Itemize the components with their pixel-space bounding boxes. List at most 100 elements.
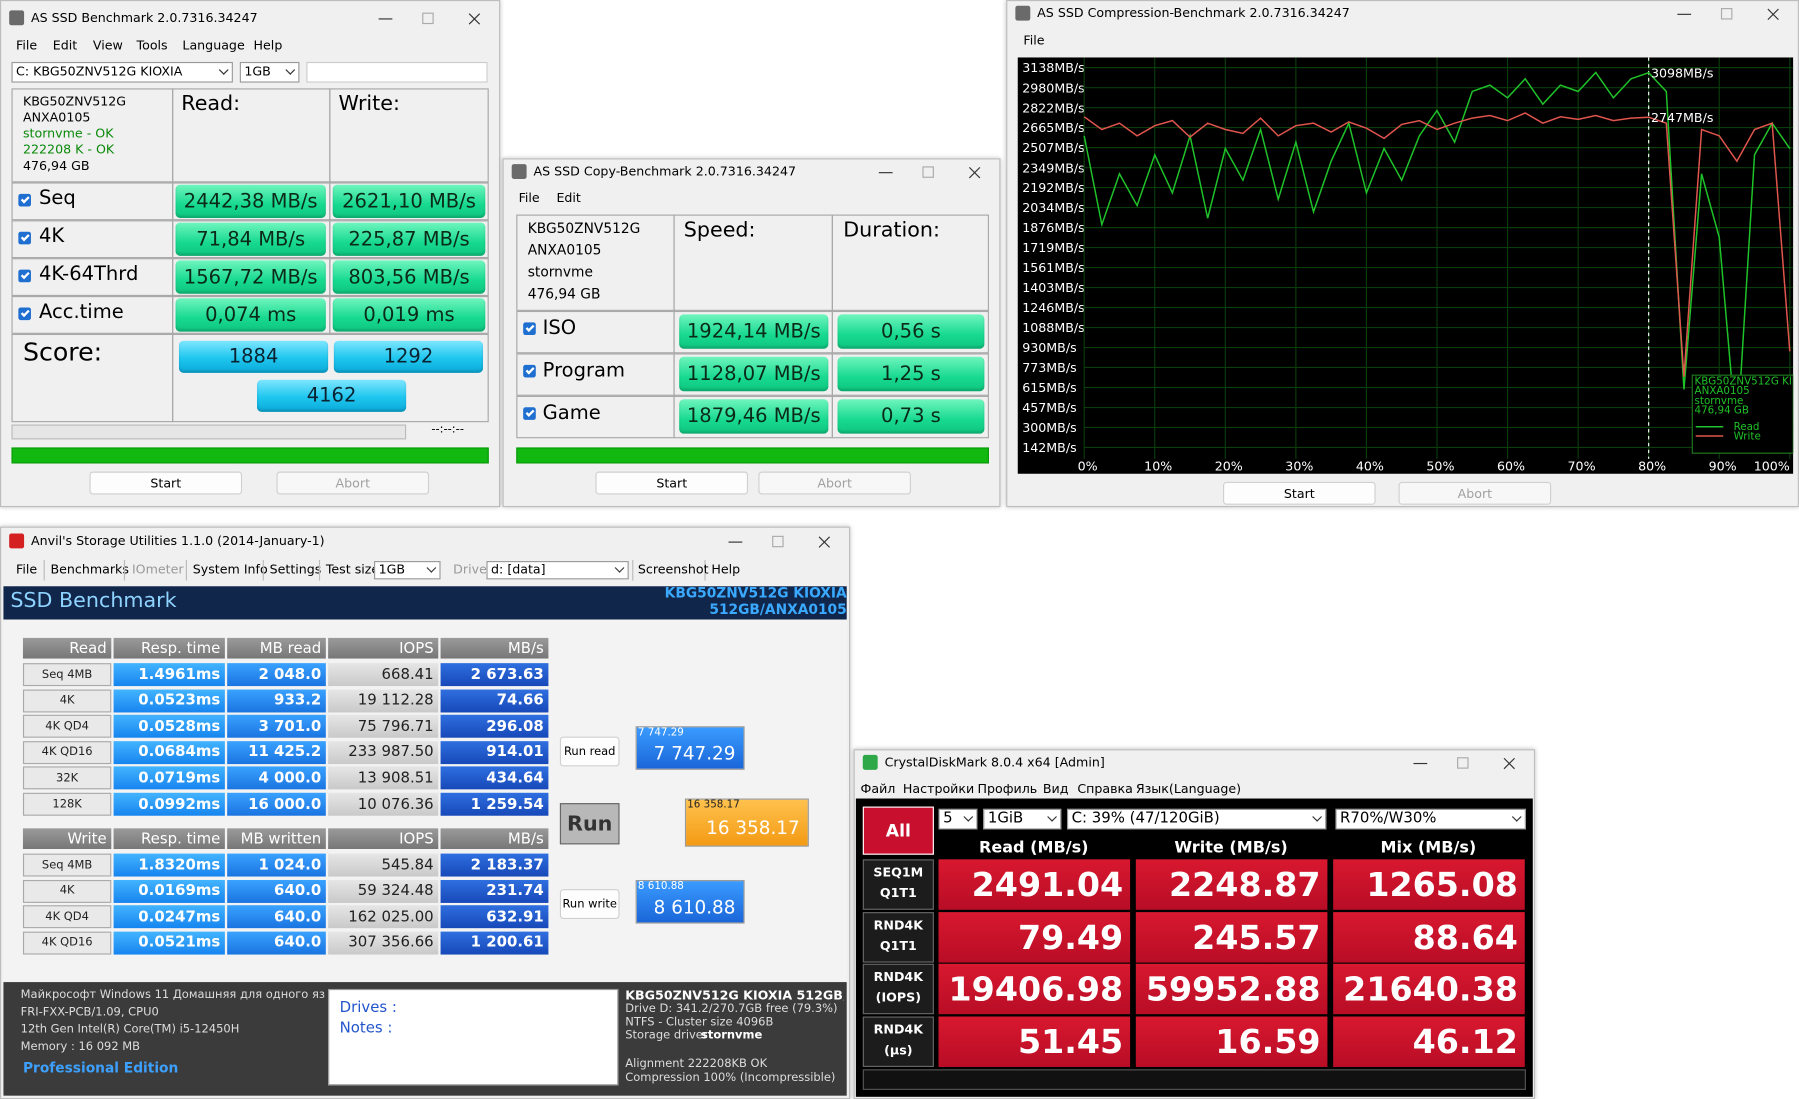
drive-info: ANXA0105 [22, 110, 91, 126]
menu-item[interactable]: Screenshot [637, 562, 709, 578]
app-icon [9, 10, 25, 26]
menu-item[interactable]: Настройки [902, 781, 975, 797]
menu-item[interactable]: System Info [192, 562, 268, 578]
test-label[interactable]: Seq [39, 187, 76, 210]
table-cell: 296.08 [440, 714, 549, 738]
menu-item[interactable]: File [16, 562, 38, 578]
test-label[interactable]: Game [542, 401, 601, 425]
test-button[interactable] [862, 859, 934, 910]
result-cell: 2491.04 [938, 859, 1131, 910]
test-button[interactable]: Seq 4MB [22, 663, 112, 687]
maximize-button[interactable] [1720, 8, 1733, 20]
test-button[interactable]: 128K [22, 792, 112, 816]
checkbox[interactable] [18, 307, 31, 321]
read-score: 1884 [178, 340, 329, 373]
menu-item[interactable]: IOmeter [131, 562, 184, 578]
test-label[interactable]: Program [542, 359, 625, 383]
score-box [635, 726, 745, 770]
checkbox[interactable] [523, 322, 536, 336]
abort-button[interactable]: Abort [758, 471, 911, 495]
dropdown[interactable]: 1GB [239, 61, 300, 83]
run-button[interactable]: Run [559, 803, 620, 845]
menu-item[interactable]: Benchmarks [50, 562, 129, 578]
test-button[interactable]: 4K QD16 [22, 931, 112, 955]
test-button[interactable] [862, 963, 934, 1015]
menu-item[interactable]: Help [711, 562, 741, 578]
test-button[interactable]: 4K QD4 [22, 714, 112, 738]
run-write-button[interactable]: Run write [559, 889, 620, 919]
menu-item[interactable]: Справка [1077, 781, 1133, 797]
maximize-button[interactable] [422, 12, 434, 25]
test-label[interactable]: 4K-64Thrd [39, 262, 139, 286]
menu-item[interactable]: Вид [1042, 781, 1069, 797]
start-button[interactable]: Start [1223, 481, 1376, 505]
menu-item[interactable]: Язык(Language) [1135, 781, 1242, 797]
menu-item[interactable]: Settings [269, 562, 322, 578]
menu-item[interactable]: Tools [136, 37, 168, 53]
minimize-button[interactable] [1677, 8, 1692, 15]
test-button[interactable]: 4K QD16 [22, 740, 112, 764]
test-button[interactable]: 32K [22, 766, 112, 790]
test-label[interactable]: 4K [39, 224, 65, 248]
x-tick-label: 90% [1709, 458, 1737, 473]
menu-item[interactable]: Help [253, 37, 283, 53]
y-tick-label: 615MB/s [1022, 380, 1076, 395]
menu-item[interactable]: File [518, 190, 540, 206]
dropdown[interactable]: R70%/W30% [1335, 808, 1526, 830]
abort-button[interactable]: Abort [1398, 481, 1552, 505]
comment-bar[interactable] [862, 1069, 1526, 1090]
minimize-button[interactable] [878, 166, 893, 174]
test-button[interactable]: Seq 4MB [22, 853, 112, 877]
test-label[interactable]: ISO [542, 316, 577, 340]
dropdown[interactable]: 1GB [374, 561, 441, 580]
run-read-button[interactable]: Run read [559, 736, 620, 767]
minimize-button[interactable] [1413, 757, 1428, 765]
table-cell: 640.0 [227, 905, 326, 929]
maximize-button[interactable] [922, 166, 934, 178]
all-button[interactable]: All [862, 806, 934, 855]
checkbox[interactable] [523, 407, 536, 420]
text-field[interactable] [306, 61, 488, 83]
score-small: 8 610.88 [637, 881, 684, 893]
test-button[interactable] [862, 1016, 934, 1067]
menu-item[interactable]: Test size [325, 562, 380, 578]
test-button[interactable]: 4K [22, 879, 112, 903]
menu-item[interactable]: Edit [556, 190, 581, 206]
checkbox[interactable] [18, 269, 31, 283]
test-button[interactable] [862, 912, 934, 963]
legend-label: Write [1734, 430, 1761, 442]
start-button[interactable]: Start [89, 471, 243, 495]
speed-result: 1879,46 MB/s [679, 399, 829, 434]
table-cell: 2 183.37 [440, 853, 549, 877]
dropdown[interactable]: 5 [938, 808, 978, 830]
checkbox[interactable] [523, 364, 536, 378]
dropdown[interactable]: 1GiB [983, 808, 1062, 830]
notes-box [328, 988, 619, 1086]
minimize-button[interactable] [728, 536, 743, 543]
menu-item[interactable]: File [16, 37, 38, 53]
header-box [831, 214, 989, 311]
minimize-button[interactable] [378, 13, 393, 20]
menu-item[interactable]: File [1023, 33, 1045, 49]
start-button[interactable]: Start [595, 471, 749, 495]
legend-info: 476,94 GB [1695, 405, 1749, 417]
table-cell: 1.8320ms [113, 853, 225, 877]
write-result: 225,87 MB/s [332, 222, 486, 256]
abort-button[interactable]: Abort [276, 471, 430, 495]
menu-item[interactable]: Профиль [977, 781, 1038, 797]
menu-item[interactable]: View [92, 37, 123, 53]
checkbox[interactable] [18, 193, 31, 207]
menu-item[interactable]: Файл [860, 781, 896, 797]
dropdown[interactable]: C: KBG50ZNV512G KIOXIA [11, 61, 233, 83]
y-tick-label: 3138MB/s [1022, 60, 1084, 75]
dropdown[interactable]: d: [data] [486, 561, 629, 580]
maximize-button[interactable] [1457, 757, 1469, 769]
menu-item[interactable]: Language [182, 37, 245, 53]
test-button[interactable]: 4K QD4 [22, 905, 112, 929]
checkbox[interactable] [18, 231, 31, 245]
test-button[interactable]: 4K [22, 689, 112, 713]
menu-item[interactable]: Edit [52, 37, 78, 53]
test-label[interactable]: Acc.time [39, 300, 124, 324]
maximize-button[interactable] [772, 535, 784, 548]
dropdown[interactable]: C: 39% (47/120GiB) [1066, 808, 1327, 830]
